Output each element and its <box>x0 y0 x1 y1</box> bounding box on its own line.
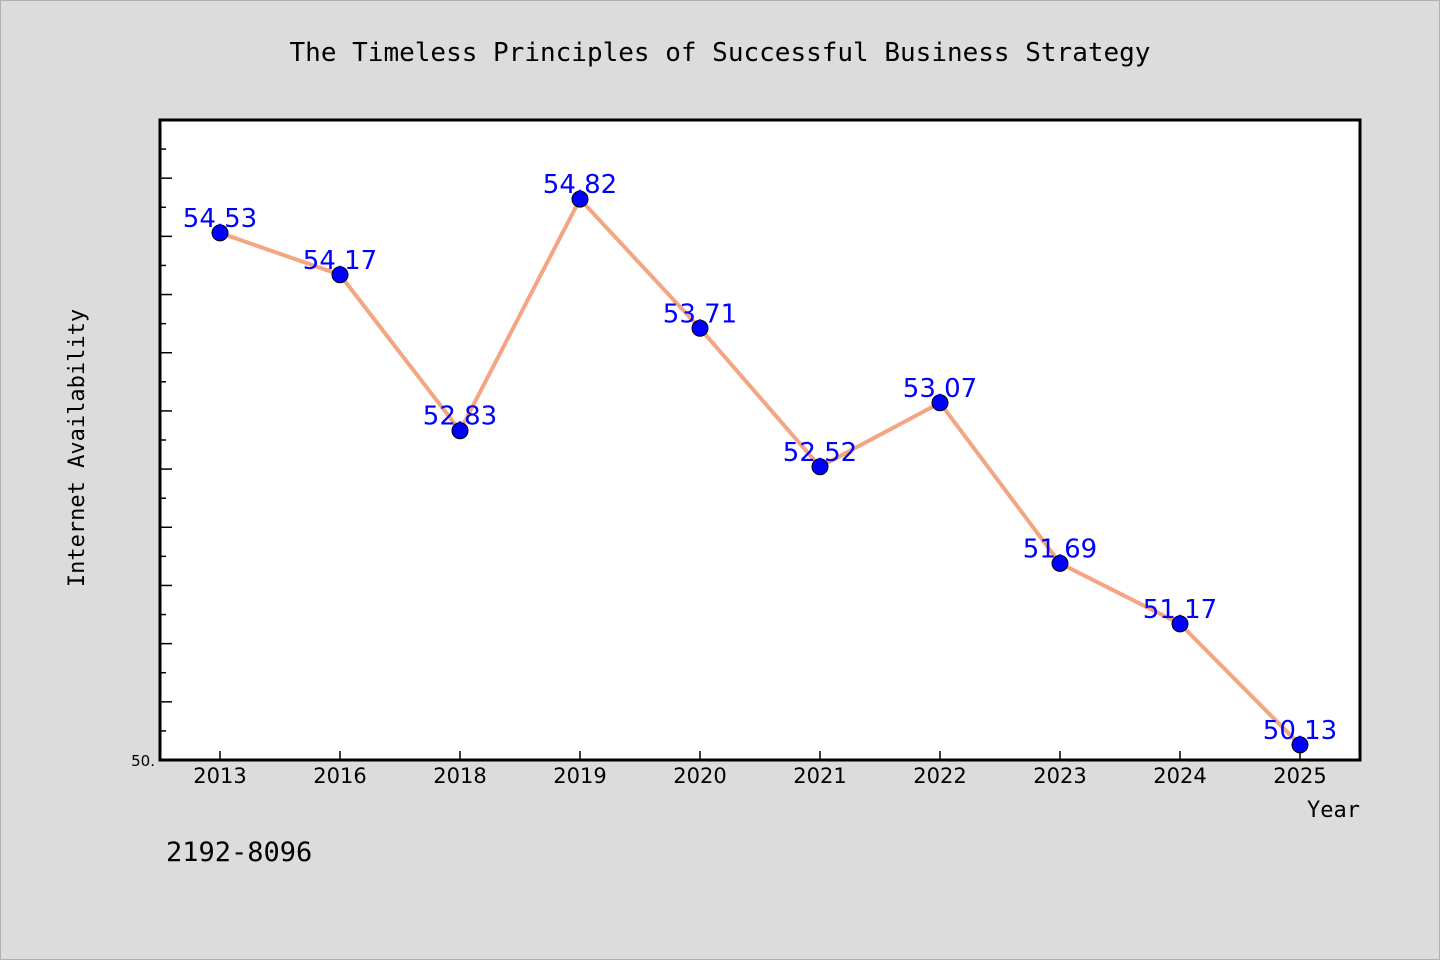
x-axis-tick-label: 2025 <box>1273 764 1326 788</box>
series-line <box>218 197 1302 747</box>
data-point <box>1051 554 1069 572</box>
data-point <box>571 190 589 208</box>
data-label: 54.82 <box>543 170 617 200</box>
x-axis-label: Year <box>1307 798 1360 823</box>
data-label: 54.17 <box>303 246 377 276</box>
data-point <box>691 319 709 337</box>
x-axis-tick-label: 2018 <box>433 764 486 788</box>
y-axis-tick-label: 50. <box>131 752 155 770</box>
data-label: 53.07 <box>903 374 977 404</box>
series-markers <box>211 190 1309 754</box>
x-axis-tick-label: 2021 <box>793 764 846 788</box>
data-point <box>1291 736 1309 754</box>
data-point <box>811 458 829 476</box>
data-point <box>1171 615 1189 633</box>
footer-code: 2192-8096 <box>166 837 312 868</box>
data-label: 53.71 <box>663 299 737 329</box>
data-label: 51.69 <box>1023 534 1097 564</box>
data-label: 51.17 <box>1143 595 1217 625</box>
data-label: 50.13 <box>1263 716 1337 746</box>
data-point <box>931 394 949 412</box>
x-axis-tick-label: 2024 <box>1153 764 1206 788</box>
data-label: 54.53 <box>183 204 257 234</box>
x-axis-tick-label: 2020 <box>673 764 726 788</box>
data-labels: 54.53 54.17 52.83 54.82 53.71 52.52 53.07 51.69… <box>183 170 1337 746</box>
chart-title: The Timeless Principles of Successful Bu… <box>290 38 1151 68</box>
x-axis-tick-label: 2022 <box>913 764 966 788</box>
data-point <box>451 422 469 440</box>
y-axis-label: Internet Availability <box>65 309 90 587</box>
x-axis-tick-label: 2019 <box>553 764 606 788</box>
plot-area <box>160 120 1360 760</box>
data-label: 52.83 <box>423 402 497 432</box>
plot-frame <box>158 118 1362 762</box>
x-axis-tick-label: 2016 <box>313 764 366 788</box>
data-label: 52.52 <box>783 438 857 468</box>
data-point <box>211 224 229 242</box>
data-point <box>331 266 349 284</box>
x-axis-tick-label: 2023 <box>1033 764 1086 788</box>
x-axis-tick-label: 2013 <box>193 764 246 788</box>
x-axis-tick-labels: 2013 2016 2018 2019 2020 2021 2022 2023 2024 2025 <box>193 764 1326 788</box>
